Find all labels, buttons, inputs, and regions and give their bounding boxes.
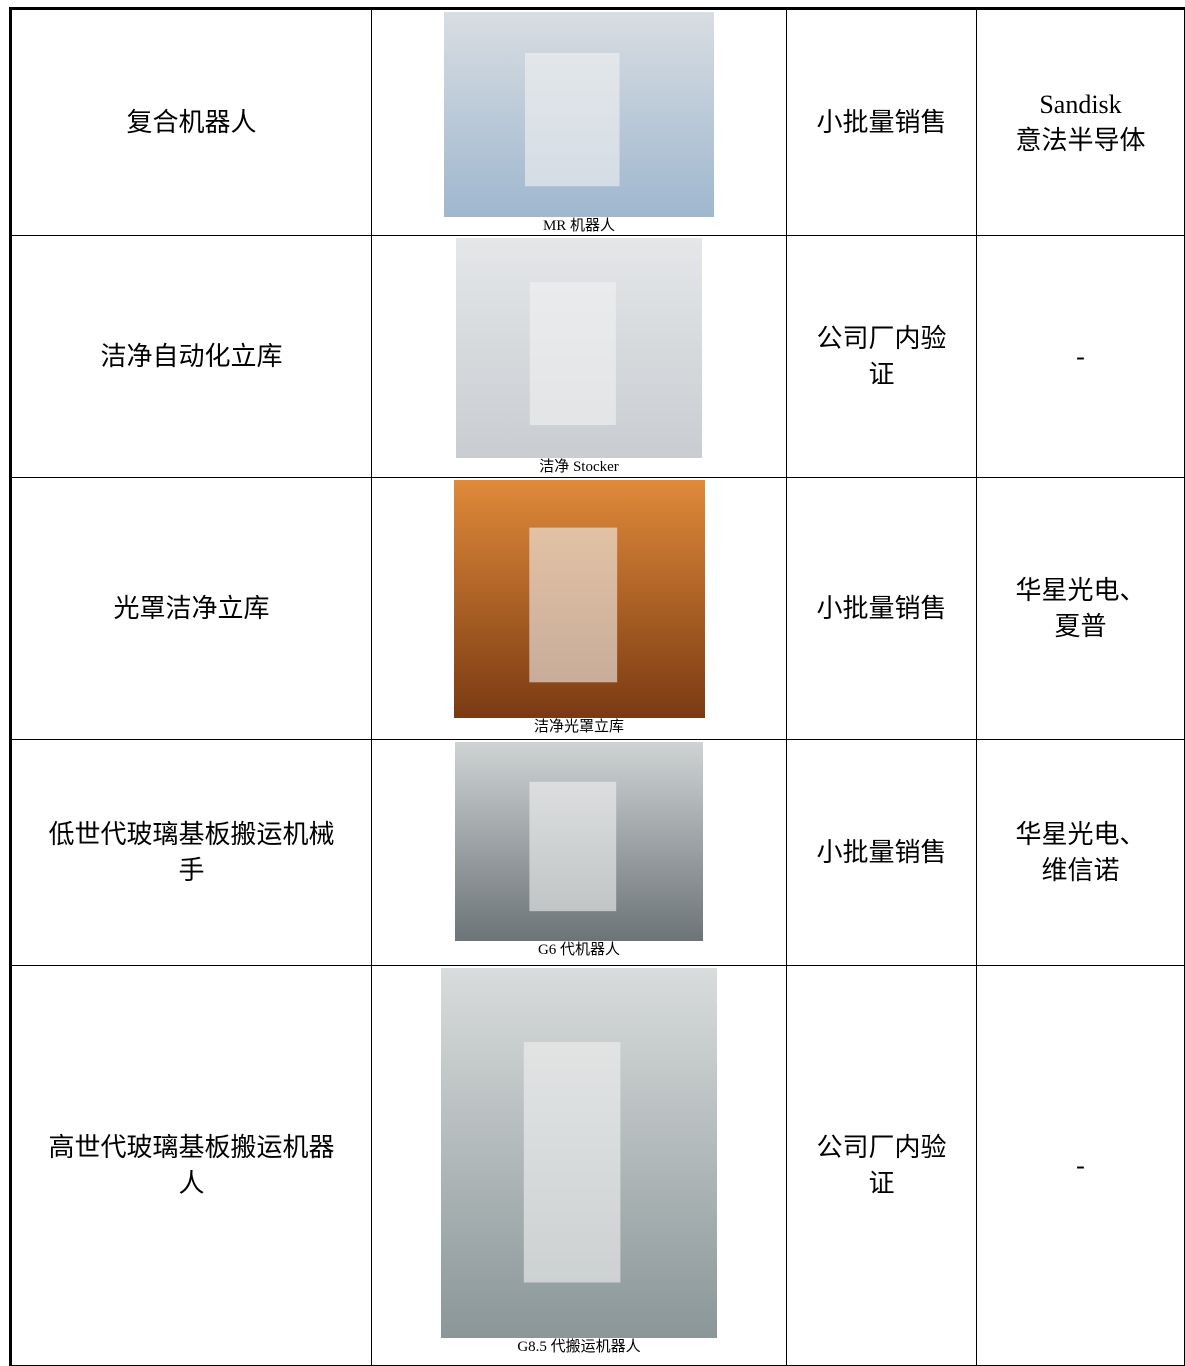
customer-line: 意法半导体: [1015, 125, 1146, 155]
table-row: 洁净自动化立库洁净 Stocker 公司厂内验证 -: [9, 235, 1185, 478]
product-photo: [455, 742, 703, 941]
photo-machine: [528, 527, 617, 683]
image-cell: 洁净光罩立库: [371, 477, 787, 740]
photo-machine: [525, 53, 620, 187]
product-photo: [453, 480, 705, 718]
status: 小批量销售: [786, 739, 977, 966]
customers: Sandisk 意法半导体: [976, 7, 1185, 236]
customer-line: 华星光电、: [1015, 575, 1146, 605]
status: 小批量销售: [786, 7, 977, 236]
table-row: 光罩洁净立库 洁净光罩立库 小批量销售 华星光电、 夏普: [9, 477, 1185, 740]
status: 公司厂内验证: [786, 965, 977, 1366]
image-cell: 洁净 Stocker: [371, 235, 787, 478]
status: 小批量销售: [786, 477, 977, 740]
product-name: 复合机器人: [9, 7, 372, 236]
customers: 华星光电、 维信诺: [976, 739, 1185, 966]
product-name: 光罩洁净立库: [9, 477, 372, 740]
product-photo: [444, 12, 714, 217]
photo-machine: [529, 282, 616, 425]
image-cell: MR 机器人: [371, 7, 787, 236]
image-caption: G8.5 代搬运机器人: [517, 1339, 641, 1355]
table-row: 低世代玻璃基板搬运机械手 G6 代机器人 小批量销售 华星光电、 维信诺: [9, 739, 1185, 966]
image-caption: 洁净 Stocker: [539, 459, 619, 475]
customer-line: 维信诺: [1041, 855, 1120, 885]
customer-line: 华星光电、: [1015, 819, 1146, 849]
product-name: 低世代玻璃基板搬运机械手: [9, 739, 372, 966]
table-row: 复合机器人 MR 机器人 小批量销售 Sandisk 意法半导体: [9, 7, 1185, 236]
product-name: 洁净自动化立库: [9, 235, 372, 478]
image-caption: MR 机器人: [542, 218, 616, 234]
image-caption: 洁净光罩立库: [533, 719, 624, 735]
product-name: 高世代玻璃基板搬运机器人: [9, 965, 372, 1366]
customer-line: -: [1076, 1150, 1085, 1180]
customer-line: 夏普: [1054, 611, 1107, 641]
customers: -: [976, 235, 1185, 478]
image-cell: G8.5 代搬运机器人: [371, 965, 787, 1366]
photo-machine: [523, 1042, 621, 1283]
customer-line: Sandisk: [1039, 89, 1122, 119]
product-photo: [441, 968, 717, 1338]
product-table: 复合机器人 MR 机器人 小批量销售 Sandisk 意法半导体 洁净自动化立库 洁净 St…: [9, 7, 1185, 1366]
customers: 华星光电、 夏普: [976, 477, 1185, 740]
image-cell: G6 代机器人: [371, 739, 787, 966]
photo-machine: [529, 781, 617, 912]
customers: -: [976, 965, 1185, 1366]
product-photo: [456, 238, 702, 458]
table-row: 高世代玻璃基板搬运机器人 G8.5 代搬运机器人 公司厂内验证 -: [9, 965, 1185, 1366]
customer-line: -: [1076, 341, 1085, 371]
status: 公司厂内验证: [786, 235, 977, 478]
table-body: 复合机器人 MR 机器人 小批量销售 Sandisk 意法半导体 洁净自动化立库 洁净 St…: [9, 7, 1185, 1366]
image-caption: G6 代机器人: [537, 942, 621, 958]
